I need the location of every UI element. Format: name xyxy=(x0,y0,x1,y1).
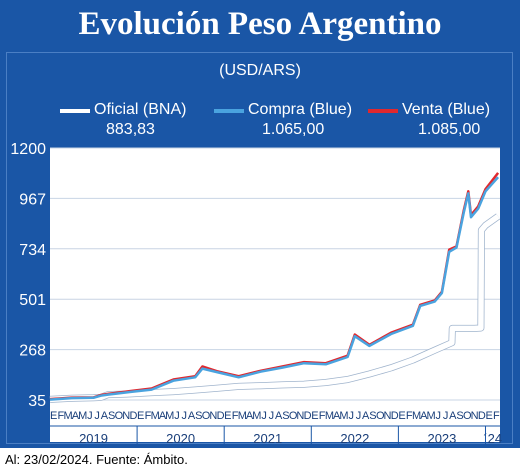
x-month-label: S xyxy=(369,410,376,422)
x-month-label: S xyxy=(108,410,115,422)
x-month-label: N xyxy=(384,410,392,422)
legend-label-venta: Venta (Blue) xyxy=(402,101,491,118)
legend-swatch-venta xyxy=(368,109,398,113)
x-month-label: M xyxy=(325,410,334,422)
x-month-label: J xyxy=(348,410,354,422)
x-month-label: A xyxy=(72,410,80,422)
source-note: Al: 23/02/2024. Fuente: Ámbito. xyxy=(5,452,188,467)
x-month-label: A xyxy=(420,410,428,422)
x-month-label: F xyxy=(319,410,326,422)
x-month-label: N xyxy=(122,410,130,422)
x-month-label: E xyxy=(224,410,231,422)
legend-value-venta: 1.085,00 xyxy=(418,121,481,138)
x-month-label: F xyxy=(406,410,413,422)
x-month-label: A xyxy=(101,410,109,422)
x-month-label: M xyxy=(165,410,174,422)
legend-label-compra: Compra (Blue) xyxy=(248,101,353,118)
x-month-label: M xyxy=(151,410,160,422)
x-year-label: ´24 xyxy=(483,431,502,446)
x-month-label: O xyxy=(463,410,472,422)
legend-label-oficial: Oficial (BNA) xyxy=(94,101,187,118)
x-month-label: M xyxy=(426,410,435,422)
legend-item-venta: Venta (Blue) 1.085,00 xyxy=(368,100,518,142)
legend-item-oficial: Oficial (BNA) 883,83 xyxy=(60,100,210,142)
x-month-label: S xyxy=(195,410,202,422)
x-month-label: F xyxy=(145,410,152,422)
x-month-label: N xyxy=(296,410,304,422)
legend-value-oficial: 883,83 xyxy=(106,121,155,138)
x-month-label: M xyxy=(412,410,421,422)
x-year-label: 2020 xyxy=(166,431,195,446)
x-month-label: A xyxy=(246,410,254,422)
x-month-label: J xyxy=(356,410,362,422)
x-month-label: J xyxy=(261,410,267,422)
unit-label: (USD/ARS) xyxy=(219,62,301,79)
x-month-label: O xyxy=(115,410,124,422)
x-month-label: J xyxy=(87,410,93,422)
x-month-label: D xyxy=(304,410,312,422)
x-month-label: D xyxy=(391,410,399,422)
x-month-label: D xyxy=(217,410,225,422)
legend-swatch-compra xyxy=(214,109,244,113)
x-month-label: F xyxy=(58,410,65,422)
x-month-label: J xyxy=(269,410,275,422)
x-month-label: S xyxy=(456,410,463,422)
y-tick-label: 268 xyxy=(19,343,46,360)
x-month-label: J xyxy=(436,410,442,422)
plot-area xyxy=(50,148,500,400)
y-tick-label: 967 xyxy=(19,191,46,208)
x-month-label: D xyxy=(129,410,137,422)
x-month-label: J xyxy=(174,410,180,422)
x-month-label: E xyxy=(137,410,144,422)
x-month-label: A xyxy=(275,410,283,422)
y-tick-label: 1200 xyxy=(10,141,46,158)
x-month-label: A xyxy=(188,410,196,422)
x-month-label: M xyxy=(78,410,87,422)
x-month-label: J xyxy=(443,410,449,422)
chart-title: Evolución Peso Argentino xyxy=(78,6,442,42)
x-month-label: E xyxy=(311,410,318,422)
x-month-label: O xyxy=(289,410,298,422)
series-compra-line xyxy=(49,176,500,401)
y-tick-label: 501 xyxy=(19,292,46,309)
x-month-label: E xyxy=(485,410,492,422)
x-month-label: S xyxy=(282,410,289,422)
legend-item-compra: Compra (Blue) 1.065,00 xyxy=(214,100,364,142)
x-month-label: M xyxy=(64,410,73,422)
x-year-label: 2022 xyxy=(340,431,369,446)
x-month-label: A xyxy=(362,410,370,422)
x-month-label: D xyxy=(478,410,486,422)
x-month-label: O xyxy=(202,410,211,422)
x-month-label: M xyxy=(339,410,348,422)
y-tick-label: 734 xyxy=(19,242,46,259)
x-year-label: 2019 xyxy=(79,431,108,446)
x-month-label: M xyxy=(238,410,247,422)
x-month-label: M xyxy=(252,410,261,422)
x-axis-band xyxy=(50,400,500,442)
x-month-label: A xyxy=(159,410,167,422)
x-month-label: O xyxy=(376,410,385,422)
x-month-label: F xyxy=(232,410,239,422)
x-month-label: J xyxy=(182,410,188,422)
x-month-label: E xyxy=(398,410,405,422)
legend-value-compra: 1.065,00 xyxy=(262,121,325,138)
y-tick-label: 35 xyxy=(28,393,46,410)
x-month-label: E xyxy=(50,410,57,422)
x-year-label: 2023 xyxy=(427,431,456,446)
legend-swatch-oficial xyxy=(60,109,90,113)
x-month-label: N xyxy=(209,410,217,422)
x-month-label: A xyxy=(333,410,341,422)
x-month-label: F xyxy=(493,410,500,422)
x-month-label: J xyxy=(94,410,100,422)
x-month-label: N xyxy=(471,410,479,422)
x-year-label: 2021 xyxy=(253,431,282,446)
x-month-label: A xyxy=(449,410,457,422)
